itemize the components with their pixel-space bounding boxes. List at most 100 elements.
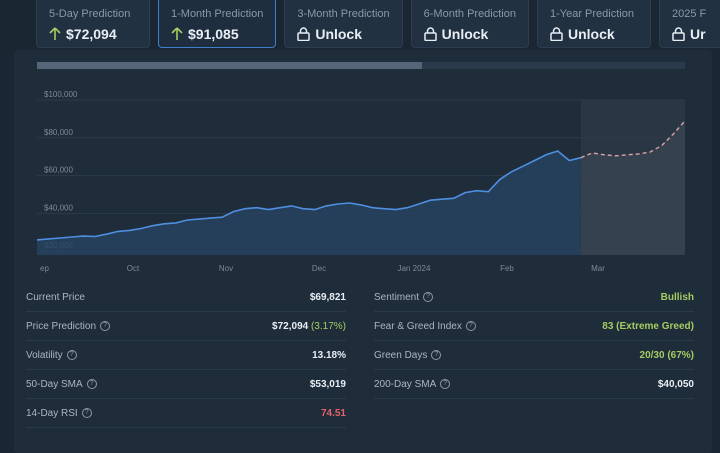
stat-label-text: 50-Day SMA (26, 378, 83, 390)
help-icon[interactable]: ? (100, 321, 111, 331)
price-chart: $100,000$80,000$60,000$40,000$20,000epOc… (0, 90, 720, 280)
stat-value-text: 83 (Extreme Greed) (602, 320, 694, 332)
y-tick-label: $60,000 (44, 166, 73, 175)
stat-value-change: (3.17%) (308, 320, 346, 332)
stat-value-text: $40,050 (657, 378, 694, 390)
arrow-up-icon (171, 27, 183, 40)
prediction-cards: 5-Day Prediction $72,094 1-Month Predict… (0, 0, 720, 48)
stat-label: 14-Day RSI? (26, 408, 92, 419)
lock-icon (297, 27, 311, 41)
card-1-year[interactable]: 1-Year Prediction Unlock (536, 0, 651, 48)
card-5-day[interactable]: 5-Day Prediction $72,094 (36, 0, 150, 48)
x-tick-label: Mar (591, 264, 605, 273)
history-area (37, 151, 581, 255)
help-icon[interactable]: ? (66, 350, 77, 360)
price-chart-svg: $100,000$80,000$60,000$40,000$20,000epOc… (36, 90, 686, 273)
stat-value-text: Bullish (660, 291, 694, 303)
stat-value-text: $69,821 (309, 291, 346, 303)
card-value: Ur (689, 26, 706, 42)
help-icon[interactable]: ? (86, 379, 97, 389)
card-label: 6-Month Prediction (423, 8, 516, 20)
stat-label-text: Fear & Greed Index (374, 320, 462, 332)
stat-row: Price Prediction? $72,094 (3.17%) (26, 312, 346, 341)
stat-value: 20/30 (67%) (640, 350, 694, 361)
stat-value-text: 20/30 (67%) (639, 349, 694, 361)
card-value: Unlock (315, 26, 363, 42)
card-label: 5-Day Prediction (49, 8, 131, 20)
stat-row: Sentiment? Bullish (374, 283, 694, 312)
card-value-row: Unlock (297, 26, 389, 42)
stat-value: $40,050 (658, 379, 694, 390)
stat-row: 50-Day SMA? $53,019 (26, 370, 346, 399)
stat-label: Current Price (26, 292, 85, 303)
stat-label-text: 200-Day SMA (374, 378, 437, 390)
stat-value-text: $72,094 (272, 320, 309, 332)
x-tick-label: Feb (500, 264, 514, 273)
stat-label-text: 14-Day RSI (26, 407, 78, 419)
stat-label: 200-Day SMA? (374, 378, 451, 390)
stat-label-text: Volatility (26, 349, 63, 361)
card-label: 3-Month Prediction (297, 8, 390, 20)
stat-label: Sentiment? (374, 291, 434, 303)
stat-value: Bullish (661, 292, 694, 303)
history-line (36, 150, 582, 241)
stat-label: 50-Day SMA? (26, 379, 97, 390)
card-label: 2025 F (671, 8, 707, 20)
stat-label: Volatility? (26, 350, 77, 361)
help-icon[interactable]: ? (423, 292, 434, 302)
card-value: $91,085 (188, 26, 239, 42)
stat-row: 14-Day RSI? 74.51 (26, 399, 346, 428)
help-icon[interactable]: ? (431, 350, 442, 360)
stat-row: Current Price $69,821 (26, 283, 346, 312)
stat-label-text: Price Prediction (26, 320, 97, 332)
range-slider-thumb[interactable] (37, 62, 422, 69)
stat-row: 200-Day SMA? $40,050 (374, 370, 694, 399)
stat-label-text: Green Days (374, 349, 428, 361)
stat-value-text: 74.51 (320, 407, 346, 419)
card-value: Unlock (441, 26, 489, 42)
stat-row: Volatility? 13.18% (26, 341, 346, 370)
x-tick-label: Jan 2024 (398, 264, 431, 273)
y-tick-label: $40,000 (44, 203, 73, 212)
card-value: Unlock (567, 26, 615, 42)
stat-value-text: 13.18% (312, 349, 346, 361)
x-tick-label: Dec (312, 264, 326, 273)
card-value-row: Unlock (550, 26, 638, 42)
arrow-up-icon (49, 27, 61, 40)
y-tick-label: $100,000 (44, 90, 78, 99)
forecast-area (580, 120, 685, 255)
stat-value-text: $53,019 (309, 378, 346, 390)
card-value-row: $72,094 (49, 26, 137, 42)
help-icon[interactable]: ? (81, 408, 92, 418)
card-label: 1-Month Prediction (171, 8, 264, 20)
stat-value: $72,094 (3.17%) (272, 321, 346, 332)
card-value: $72,094 (66, 26, 117, 42)
card-value-row: Unlock (423, 26, 516, 42)
stat-value: 83 (Extreme Greed) (602, 321, 694, 332)
stat-label-text: Current Price (26, 291, 85, 303)
stat-row: Green Days? 20/30 (67%) (374, 341, 694, 370)
card-1-month[interactable]: 1-Month Prediction $91,085 (158, 0, 277, 48)
x-tick-label: Oct (127, 264, 140, 273)
help-icon[interactable]: ? (465, 321, 476, 331)
stat-label-text: Sentiment (374, 291, 420, 303)
range-slider[interactable] (37, 62, 685, 69)
stat-row: Fear & Greed Index? 83 (Extreme Greed) (374, 312, 694, 341)
help-icon[interactable]: ? (440, 379, 451, 389)
card-label: 1-Year Prediction (549, 8, 634, 20)
card-6-month[interactable]: 6-Month Prediction Unlock (410, 0, 529, 48)
stat-value: $53,019 (310, 379, 346, 390)
stat-label: Price Prediction? (26, 320, 111, 332)
y-tick-label: $80,000 (44, 128, 73, 137)
card-2025[interactable]: 2025 F Ur (658, 0, 720, 48)
x-tick-label: Nov (219, 264, 233, 273)
stat-value: $69,821 (310, 292, 346, 303)
stat-label: Green Days? (374, 349, 442, 361)
card-3-month[interactable]: 3-Month Prediction Unlock (284, 0, 403, 48)
stat-value: 13.18% (312, 350, 346, 361)
lock-icon (550, 27, 563, 41)
forecast-line (580, 120, 686, 159)
card-value-row: $91,085 (171, 26, 263, 42)
lock-icon (672, 27, 685, 41)
stat-value: 74.51 (321, 408, 346, 419)
